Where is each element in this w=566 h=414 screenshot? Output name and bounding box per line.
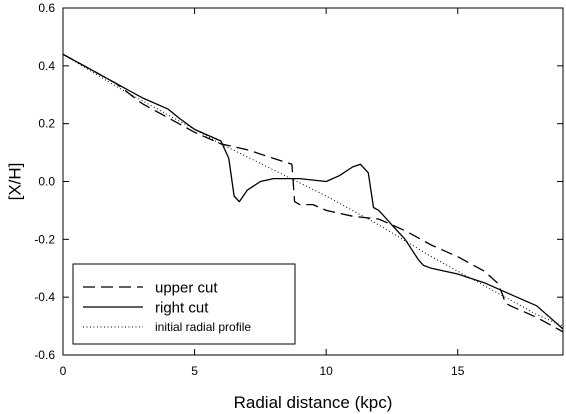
y-tick-label: 0.0 [38,175,55,189]
series-line-initial-radial-profile [63,53,563,327]
legend-label-right-cut: right cut [155,299,209,316]
y-tick-label: -0.2 [34,232,55,246]
x-tick-label: 5 [191,364,198,378]
x-tick-label: 10 [319,364,333,378]
legend: upper cut right cut initial radial profi… [72,263,296,345]
y-tick-label: -0.6 [34,348,55,362]
x-tick-label: 0 [60,364,67,378]
legend-label-initial-radial-profile: initial radial profile [155,320,251,334]
plot-lines [63,53,563,333]
y-tick-label: 0.6 [38,1,55,15]
axis-ticks [62,7,563,356]
tick-labels: 0 5 10 15 -0.6 -0.4 -0.2 0.0 0.2 0.4 0.6 [34,1,464,378]
series-line-right-cut [63,53,563,330]
x-axis-title: Radial distance (kpc) [234,393,393,412]
y-axis-title: [X/H] [5,163,24,201]
y-tick-label: -0.4 [34,290,55,304]
series-line-upper-cut [63,53,563,333]
y-tick-label: 0.4 [38,59,55,73]
x-tick-label: 15 [451,364,465,378]
legend-label-upper-cut: upper cut [155,279,218,296]
y-tick-label: 0.2 [38,117,55,131]
legend-box [72,263,296,345]
